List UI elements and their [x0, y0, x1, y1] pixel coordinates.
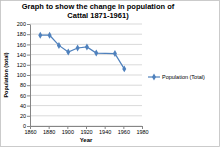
grid-line — [30, 85, 142, 86]
y-tick-mark — [27, 44, 30, 45]
y-tick-mark — [27, 126, 30, 127]
x-tick: 1940 — [99, 126, 111, 135]
chart-frame — [1, 1, 220, 147]
grid-line — [30, 44, 142, 45]
y-axis-line — [30, 25, 31, 127]
data-point — [85, 43, 89, 50]
y-tick: 60 — [20, 93, 30, 99]
y-tick-mark — [27, 85, 30, 86]
x-tick-label: 1940 — [99, 129, 111, 135]
data-point — [38, 32, 42, 39]
y-tick: 140 — [17, 52, 30, 58]
data-point — [94, 50, 98, 57]
grid-line — [30, 34, 142, 35]
grid-line — [30, 95, 142, 96]
y-tick: 20 — [20, 113, 30, 119]
y-tick-mark — [27, 55, 30, 56]
x-tick-label: 1920 — [80, 129, 92, 135]
title: Graph to show the change in population o… — [22, 2, 175, 20]
grid-line — [30, 105, 142, 106]
y-tick: 40 — [20, 103, 30, 109]
y-tick-label: 120 — [17, 62, 26, 68]
data-point — [76, 44, 80, 51]
y-tick-label: 140 — [17, 52, 26, 58]
grid-line — [30, 24, 142, 25]
x-tick-label: 1980 — [136, 129, 148, 135]
y-tick-label: 180 — [17, 31, 26, 37]
x-tick-label: 1900 — [62, 129, 74, 135]
y-tick-mark — [27, 106, 30, 107]
y-tick-mark — [27, 75, 30, 76]
x-tick: 1980 — [136, 126, 148, 135]
x-tick-label: 1860 — [24, 129, 36, 135]
legend: Population (Total) — [148, 74, 205, 81]
data-point — [57, 42, 61, 49]
x-tick-label: 1880 — [43, 129, 55, 135]
data-point — [66, 49, 70, 56]
y-tick-label: 200 — [17, 21, 26, 27]
legend-label: Population (Total) — [162, 74, 205, 80]
y-tick-label: 20 — [20, 113, 26, 119]
x-tick-label: 1960 — [118, 129, 130, 135]
grid-line — [30, 75, 142, 76]
data-point — [48, 32, 52, 39]
y-tick-label: 160 — [17, 42, 26, 48]
y-tick: 160 — [17, 42, 30, 48]
y-axis: 020406080100120140160180200 — [17, 21, 31, 129]
x-tick: 1960 — [118, 126, 130, 135]
x-tick: 1900 — [62, 126, 74, 135]
series-line — [40, 35, 124, 69]
x-tick: 1920 — [80, 126, 92, 135]
data-point — [122, 65, 126, 72]
chart: Graph to show the change in population o… — [0, 0, 220, 147]
y-tick-label: 60 — [20, 93, 26, 99]
y-tick-mark — [27, 34, 30, 35]
plot-area — [38, 32, 126, 73]
y-tick-label: 80 — [20, 82, 26, 88]
x-tick: 1860 — [24, 126, 36, 135]
grid-line — [30, 54, 142, 55]
y-tick: 200 — [17, 21, 30, 27]
title-line: Cattal 1871-1961) — [67, 11, 129, 20]
x-axis-title: Year — [80, 137, 93, 143]
y-tick-mark — [27, 95, 30, 96]
y-axis-title: Population (total) — [3, 52, 9, 97]
x-axis: 1860 1880 1900 1920 1940 1960 1980 — [24, 126, 148, 135]
data-point — [113, 50, 117, 57]
grid — [30, 24, 142, 126]
x-tick: 1880 — [43, 126, 55, 135]
y-tick: 120 — [17, 62, 30, 68]
y-tick-mark — [27, 65, 30, 66]
grid-line — [30, 64, 142, 65]
y-tick-label: 40 — [20, 103, 26, 109]
y-tick: 180 — [17, 31, 30, 37]
y-tick: 100 — [17, 72, 30, 78]
y-tick-mark — [27, 116, 30, 117]
title-line: Graph to show the change in population o… — [22, 2, 175, 11]
y-tick-mark — [27, 24, 30, 25]
legend-marker — [152, 74, 156, 81]
y-tick-label: 100 — [17, 72, 26, 78]
grid-line — [30, 115, 142, 116]
y-tick: 80 — [20, 82, 30, 88]
